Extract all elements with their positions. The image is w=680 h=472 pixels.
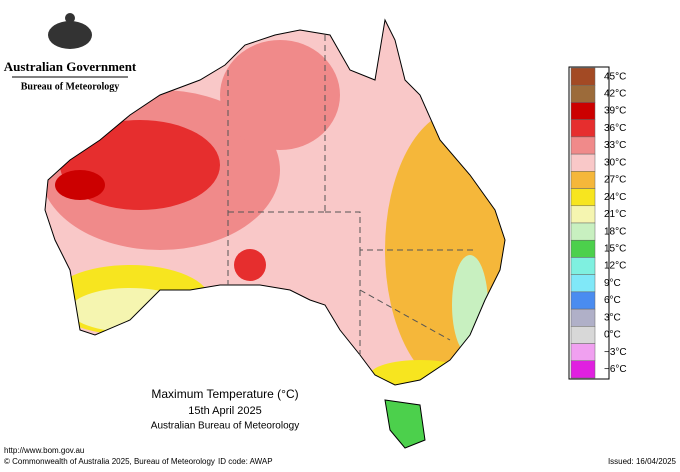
tasmania	[384, 399, 426, 449]
legend-label: 30°C	[604, 157, 626, 168]
legend-swatch	[570, 84, 596, 103]
bureau: Bureau of Meteorology	[21, 81, 120, 92]
legend-label: −3°C	[604, 347, 627, 358]
legend-swatch	[570, 222, 596, 241]
legend-label: 3°C	[604, 312, 621, 323]
legend-label: 27°C	[604, 175, 626, 186]
legend: 45°C 42°C 39°C 36°C 33°C 30°C 27°C 24°C 21°C 18°C…	[570, 67, 627, 379]
legend-swatch	[570, 136, 596, 155]
legend-swatch	[570, 188, 596, 207]
legend-label: −6°C	[604, 364, 627, 375]
crest	[48, 13, 92, 49]
legend-swatch	[570, 343, 596, 362]
legend-swatch	[570, 205, 596, 224]
legend-frame	[568, 66, 610, 380]
caption-title: Maximum Temperature (°C)	[151, 387, 298, 401]
legend-swatch	[570, 102, 596, 120]
footer-issued: Issued: 16/04/2025	[608, 457, 677, 466]
legend-label: 18°C	[604, 226, 626, 237]
legend-swatch	[570, 153, 596, 172]
legend-swatch	[570, 274, 596, 293]
footer-url: http://www.bom.gov.au	[4, 446, 84, 455]
legend-swatch	[570, 308, 596, 327]
legend-label: 0°C	[604, 330, 621, 341]
caption-source: Australian Bureau of Meteorology	[151, 421, 299, 432]
legend-swatch	[570, 291, 596, 310]
footer-id: ID code: AWAP	[218, 457, 273, 466]
legend-swatch	[570, 257, 596, 275]
legend-swatch	[570, 360, 596, 379]
legend-label: 42°C	[604, 88, 626, 99]
legend-label: 9°C	[604, 278, 621, 289]
legend-label: 39°C	[604, 106, 626, 117]
agency: Australian Government	[4, 59, 137, 74]
legend-label: 24°C	[604, 192, 626, 203]
legend-swatch	[570, 326, 596, 344]
legend-label: 45°C	[604, 71, 626, 82]
footer-copyright: © Commonwealth of Australia 2025, Bureau…	[4, 457, 215, 466]
legend-label: 15°C	[604, 243, 626, 254]
coastline	[44, 18, 506, 386]
legend-label: 21°C	[604, 209, 626, 220]
legend-label: 12°C	[604, 261, 626, 272]
legend-swatch	[570, 119, 596, 138]
legend-swatch	[570, 171, 596, 189]
legend-swatch	[570, 67, 596, 86]
legend-label: 36°C	[604, 123, 626, 134]
legend-label: 33°C	[604, 140, 626, 151]
legend-swatch	[570, 239, 596, 258]
legend-label: 6°C	[604, 295, 621, 306]
state-borders	[227, 35, 475, 355]
caption-date: 15th April 2025	[188, 405, 261, 417]
